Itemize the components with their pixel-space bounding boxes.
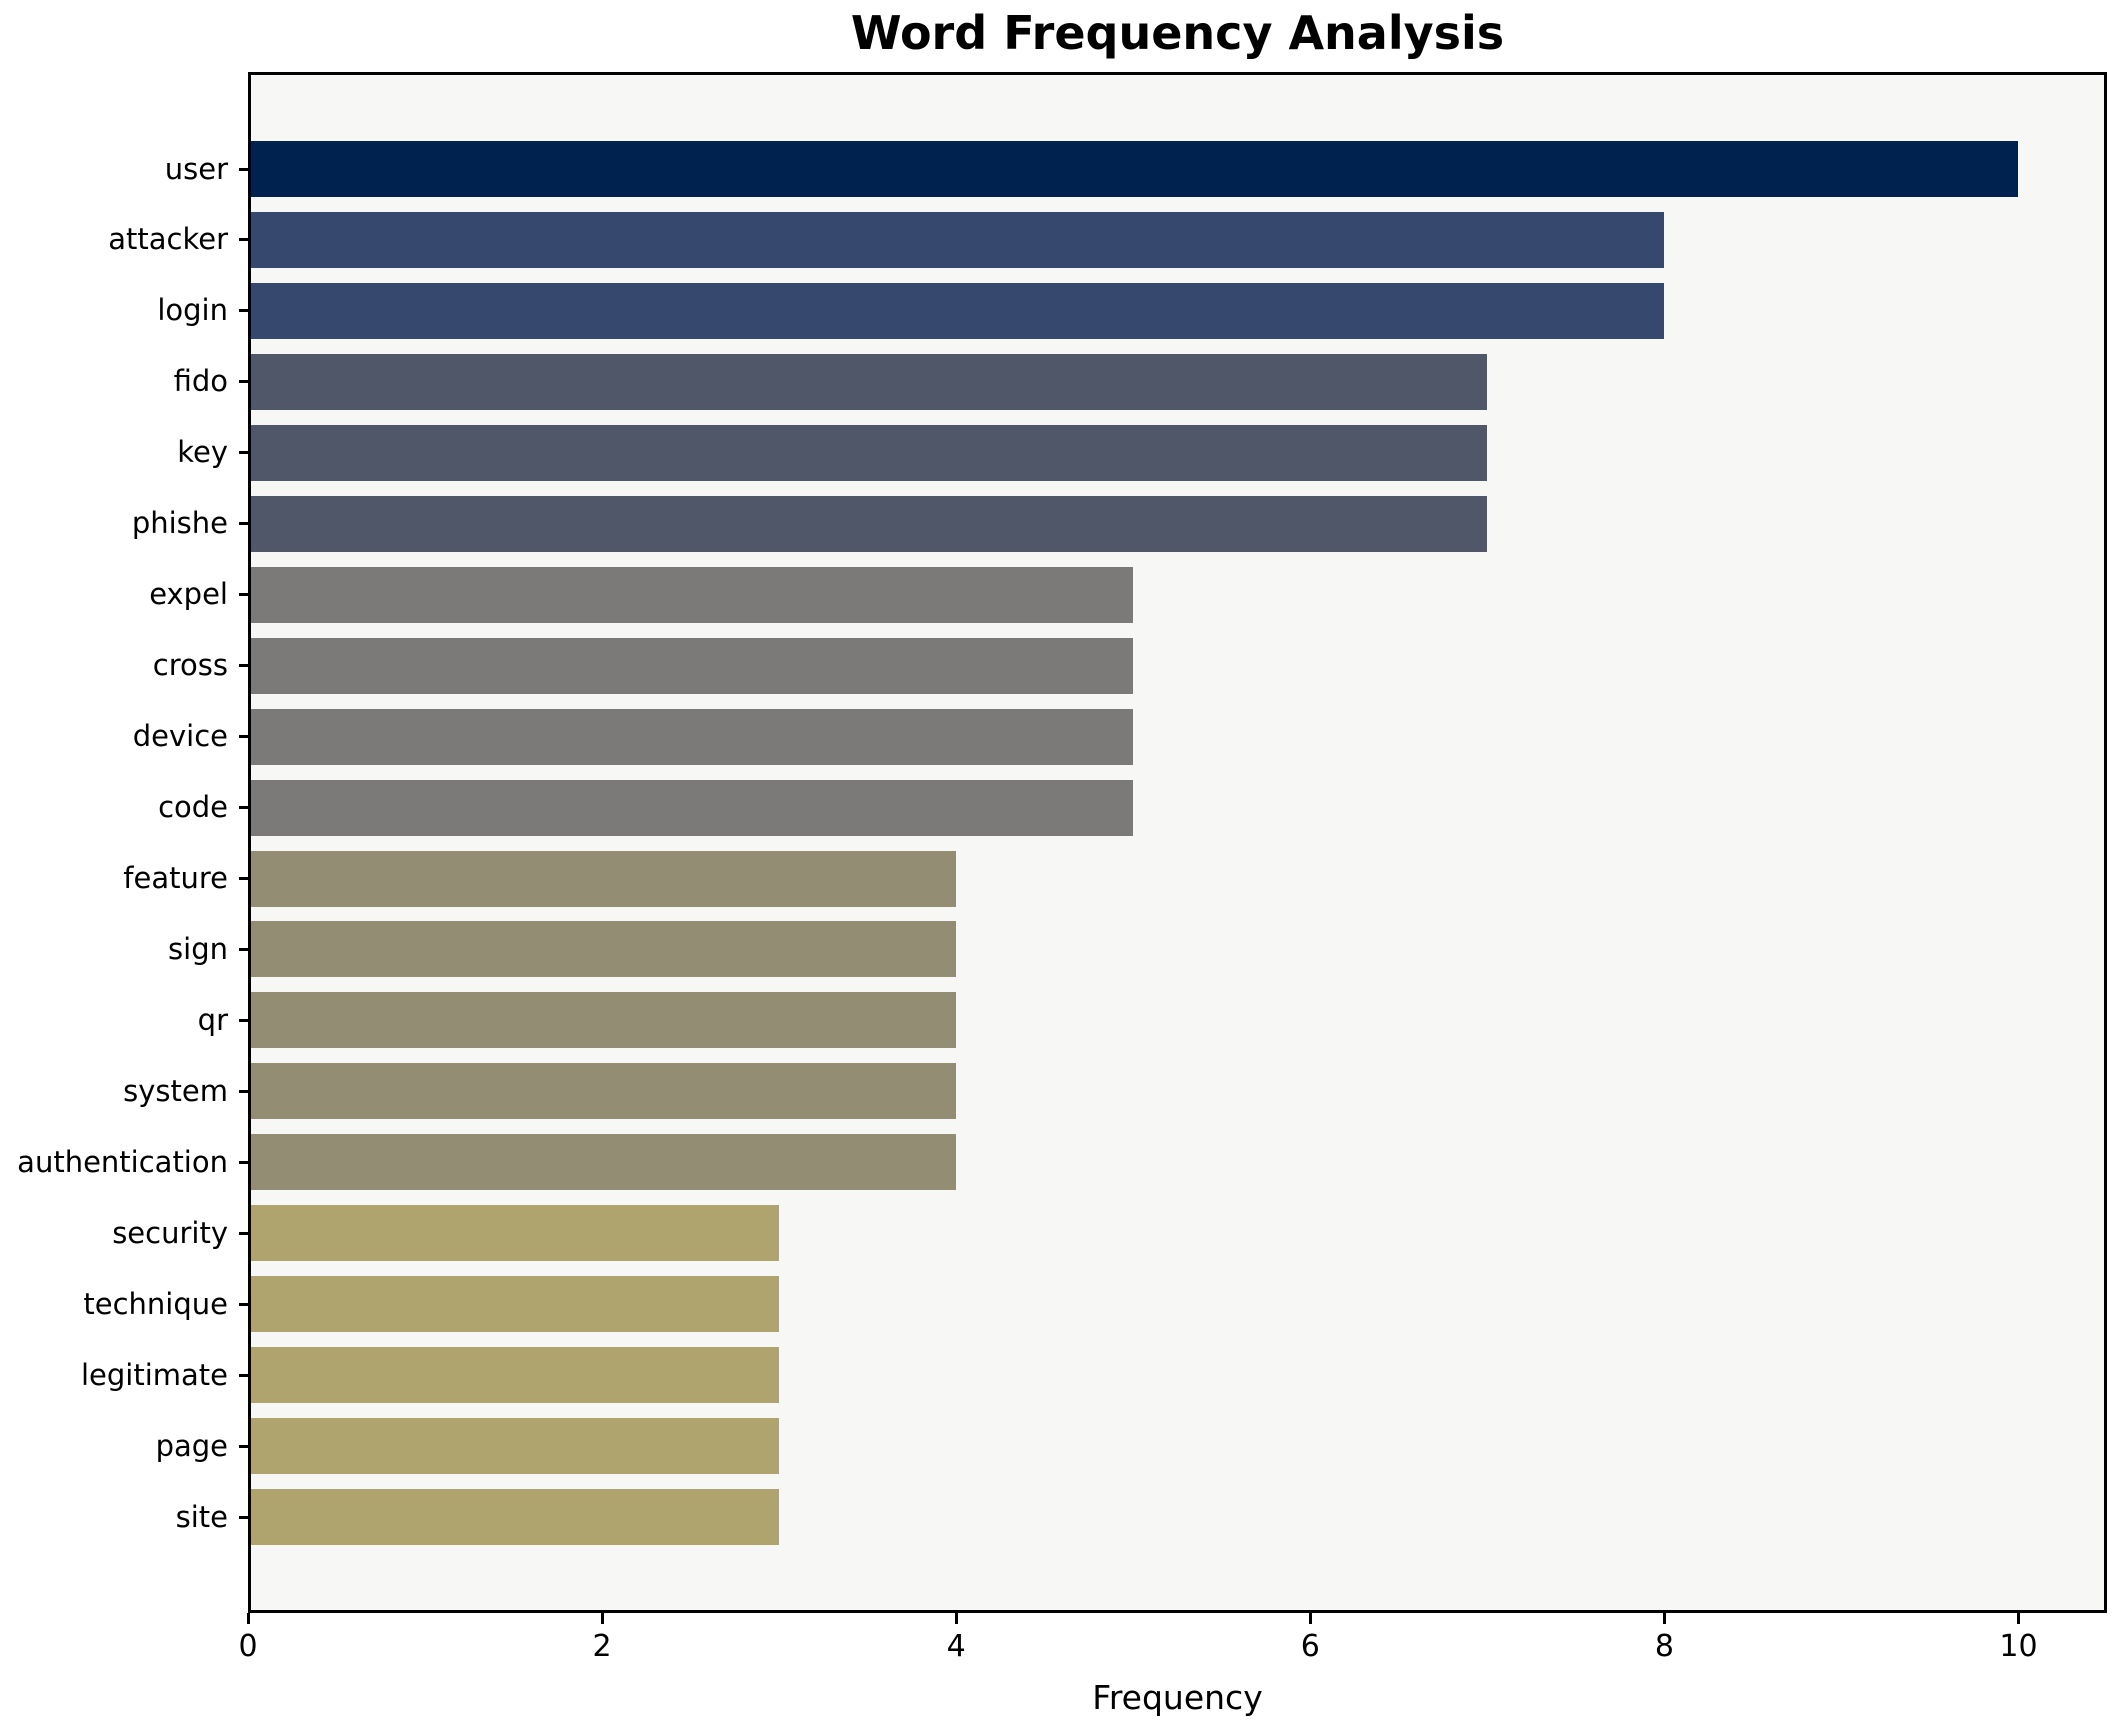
bar-cross: [251, 637, 1134, 694]
bar-expel: [251, 566, 1134, 623]
y-tick-mark: [239, 1089, 248, 1093]
y-tick-label: page: [155, 1428, 228, 1463]
y-tick-mark: [239, 1302, 248, 1306]
y-tick-mark: [239, 380, 248, 384]
y-tick-mark: [239, 451, 248, 455]
y-tick-mark: [239, 1515, 248, 1519]
y-tick-label: site: [175, 1499, 228, 1534]
y-tick-label: security: [112, 1215, 228, 1250]
bar-code: [251, 779, 1134, 836]
bar-device: [251, 708, 1134, 765]
bar-attacker: [251, 211, 1665, 268]
bar-user: [251, 141, 2019, 197]
y-tick-label: expel: [149, 577, 228, 612]
bar-technique: [251, 1276, 780, 1333]
x-tick-label: 10: [1999, 1629, 2038, 1664]
bar-sign: [251, 921, 957, 978]
y-tick-mark: [239, 877, 248, 880]
bar-page: [251, 1418, 780, 1475]
y-tick-label: key: [177, 435, 228, 470]
y-tick-mark: [239, 1231, 248, 1235]
bar-key: [251, 424, 1488, 481]
y-tick-mark: [239, 309, 248, 313]
bar-site: [251, 1489, 780, 1546]
x-tick-label: 2: [592, 1629, 612, 1664]
y-tick-mark: [239, 1160, 248, 1164]
y-tick-label: qr: [197, 1002, 228, 1037]
bar-login: [251, 282, 1665, 339]
x-tick-label: 8: [1654, 1629, 1674, 1664]
bar-qr: [251, 992, 957, 1049]
y-tick-label: login: [157, 293, 228, 328]
y-tick-label: user: [164, 151, 228, 186]
bar-feature: [251, 850, 957, 907]
bar-phishe: [251, 495, 1488, 552]
y-tick-label: device: [132, 719, 228, 754]
y-tick-label: code: [158, 790, 228, 825]
y-tick-label: fido: [173, 364, 228, 399]
y-tick-mark: [239, 593, 248, 597]
y-tick-mark: [239, 947, 248, 951]
y-tick-label: sign: [168, 931, 228, 966]
y-tick-mark: [239, 1444, 248, 1448]
y-tick-mark: [239, 735, 248, 739]
x-tick-label: 0: [238, 1629, 258, 1664]
x-tick-mark: [1662, 1613, 1666, 1624]
x-tick-label: 4: [946, 1629, 966, 1664]
bar-security: [251, 1205, 780, 1262]
y-tick-mark: [239, 1018, 248, 1022]
y-tick-label: phishe: [131, 506, 228, 541]
x-tick-mark: [1308, 1613, 1312, 1624]
chart-title: Word Frequency Analysis: [850, 6, 1505, 60]
x-tick-mark: [246, 1613, 250, 1624]
y-tick-mark: [239, 1373, 248, 1377]
x-tick-mark: [954, 1613, 958, 1624]
bar-authentication: [251, 1134, 957, 1191]
y-tick-mark: [239, 238, 248, 242]
y-tick-label: feature: [123, 861, 228, 895]
x-axis-label: Frequency: [1092, 1678, 1263, 1717]
x-tick-mark: [600, 1613, 604, 1624]
y-tick-mark: [239, 664, 248, 668]
y-tick-mark: [239, 806, 248, 810]
y-tick-label: technique: [83, 1286, 228, 1321]
x-tick-mark: [2016, 1613, 2020, 1624]
x-tick-label: 6: [1300, 1629, 1320, 1664]
bar-system: [251, 1063, 957, 1120]
y-tick-label: legitimate: [80, 1357, 228, 1392]
y-tick-mark: [239, 167, 248, 171]
bar-fido: [251, 353, 1488, 410]
y-tick-mark: [239, 522, 248, 526]
y-tick-label: authentication: [17, 1144, 228, 1179]
y-tick-label: cross: [152, 648, 228, 683]
y-tick-label: attacker: [108, 222, 228, 257]
y-tick-label: system: [123, 1073, 228, 1108]
bar-legitimate: [251, 1347, 780, 1404]
